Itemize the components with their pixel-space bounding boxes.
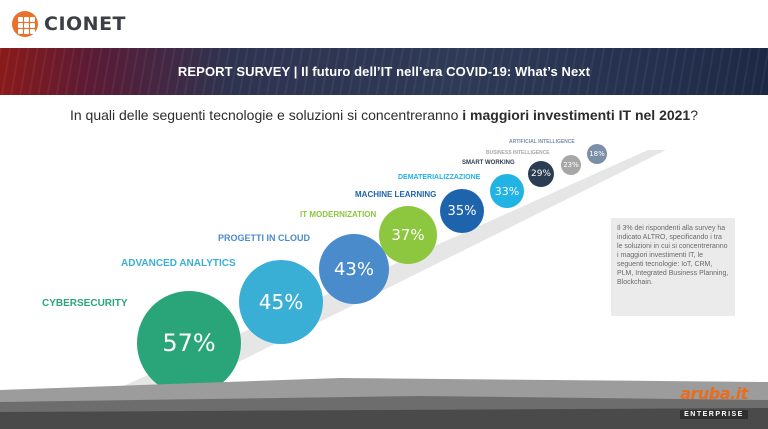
bubble-dematerializzazione: 33% bbox=[490, 174, 524, 208]
cionet-logo: CIONET bbox=[12, 10, 126, 38]
category-label: MACHINE LEARNING bbox=[355, 190, 437, 199]
bubble-cybersecurity: 57% bbox=[137, 291, 241, 395]
category-label: SMART WORKING bbox=[462, 160, 515, 166]
aruba-logo: aruba.it ENTERPRISE bbox=[678, 384, 750, 421]
category-label: ARTIFICIAL INTELLIGENCE bbox=[509, 139, 575, 145]
cionet-logo-icon bbox=[12, 11, 38, 37]
category-label: ADVANCED ANALYTICS bbox=[121, 258, 236, 269]
question-highlight: i maggiori investimenti IT nel 2021 bbox=[462, 107, 691, 123]
category-label: IT MODERNIZATION bbox=[300, 210, 377, 219]
report-banner: REPORT SURVEY | Il futuro dell’IT nell’e… bbox=[0, 48, 768, 95]
banner-title: REPORT SURVEY | Il futuro dell’IT nell’e… bbox=[177, 64, 591, 79]
bubble-business-intelligence: 23% bbox=[561, 155, 581, 175]
bubble-it-modernization: 37% bbox=[379, 206, 437, 264]
bubble-artificial-intelligence: 18% bbox=[587, 144, 607, 164]
aruba-tag: ENTERPRISE bbox=[680, 410, 748, 419]
survey-question: In quali delle seguenti tecnologie e sol… bbox=[0, 107, 768, 123]
category-label: PROGETTI IN CLOUD bbox=[218, 233, 310, 243]
bubble-machine-learning: 35% bbox=[440, 189, 484, 233]
bubble-smart-working: 29% bbox=[528, 161, 554, 187]
brand-name: CIONET bbox=[44, 13, 127, 35]
footnote-box: Il 3% dei rispondenti alla survey ha ind… bbox=[611, 218, 735, 316]
category-label: BUSINESS INTELLIGENCE bbox=[486, 150, 550, 156]
category-label: CYBERSECURITY bbox=[42, 298, 128, 309]
bubble-progetti-in-cloud: 43% bbox=[319, 234, 389, 304]
footnote-text: Il 3% dei rispondenti alla survey ha ind… bbox=[617, 225, 729, 286]
bottom-band bbox=[0, 378, 768, 429]
question-suffix: ? bbox=[690, 107, 699, 123]
aruba-name: aruba.it bbox=[680, 384, 748, 403]
question-prefix: In quali delle seguenti tecnologie e sol… bbox=[69, 107, 463, 123]
bubble-advanced-analytics: 45% bbox=[239, 260, 323, 344]
category-label: DEMATERIALIZZAZIONE bbox=[398, 174, 481, 181]
